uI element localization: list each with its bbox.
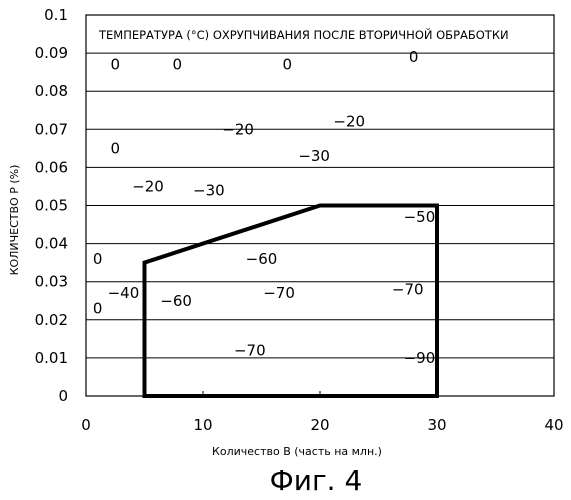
y-tick-label-5: 0.05 [35, 197, 68, 215]
x-tick-label-0: 0 [81, 416, 91, 434]
data-point-label-19: −90 [404, 349, 436, 367]
data-point-label-0: 0 [110, 56, 120, 74]
data-point-label-9: −30 [193, 181, 225, 199]
data-point-label-14: −60 [160, 292, 192, 310]
y-tick-label-3: 0.03 [35, 273, 68, 291]
figure-caption: Фиг. 4 [270, 464, 363, 497]
data-point-label-7: 0 [110, 139, 120, 157]
y-tick-label-4: 0.04 [35, 235, 68, 253]
data-point-label-10: −50 [404, 208, 436, 226]
data-point-label-17: 0 [93, 299, 103, 317]
y-tick-label-10: 0.1 [44, 6, 68, 24]
y-tick-label-2: 0.02 [35, 311, 68, 329]
y-tick-label-7: 0.07 [35, 120, 68, 138]
data-point-label-12: −60 [246, 250, 278, 268]
data-point-label-4: −20 [222, 120, 254, 138]
data-point-label-13: −40 [108, 284, 140, 302]
y-axis-label: КОЛИЧЕСТВО Р (%) [8, 165, 21, 276]
x-tick-label-3: 30 [427, 416, 446, 434]
chart-title: ТЕМПЕРАТУРА (°C) ОХРУПЧИВАНИЯ ПОСЛЕ ВТОР… [98, 27, 509, 42]
data-point-label-6: −30 [298, 147, 330, 165]
data-point-label-1: 0 [172, 56, 182, 74]
y-tick-label-0: 0 [58, 387, 68, 405]
data-point-label-8: −20 [132, 177, 164, 195]
y-tick-label-9: 0.09 [35, 44, 68, 62]
data-point-label-16: −70 [392, 280, 424, 298]
x-tick-label-1: 10 [193, 416, 212, 434]
x-tick-label-2: 20 [310, 416, 329, 434]
y-tick-label-8: 0.08 [35, 82, 68, 100]
data-point-label-15: −70 [263, 284, 295, 302]
x-tick-label-4: 40 [544, 416, 563, 434]
y-tick-label-1: 0.01 [35, 349, 68, 367]
data-point-label-18: −70 [234, 341, 266, 359]
data-point-label-2: 0 [282, 56, 292, 74]
data-point-label-11: 0 [93, 250, 103, 268]
data-point-label-5: −20 [333, 113, 365, 131]
x-axis-label: Количество В (часть на млн.) [212, 445, 382, 458]
y-tick-label-6: 0.06 [35, 158, 68, 176]
data-point-label-3: 0 [409, 48, 419, 66]
